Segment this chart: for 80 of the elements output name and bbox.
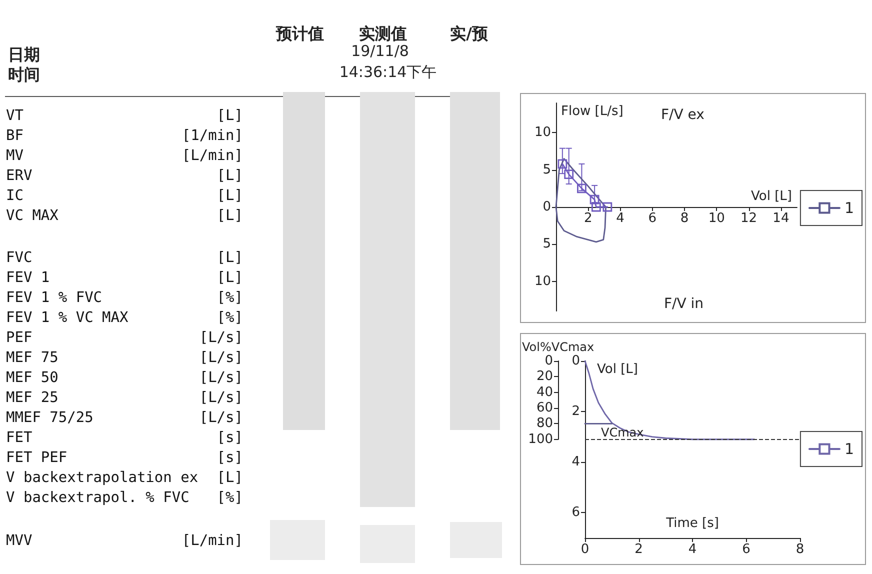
x-tick-label: 4 (616, 211, 624, 226)
y-tick-label: 2 (572, 404, 580, 420)
text: [L/s] (199, 409, 243, 428)
text: MVV (6, 532, 32, 551)
text: VT (6, 107, 24, 126)
legend-label: 1 (844, 199, 854, 217)
text: 预计值 (276, 24, 324, 44)
text: 时间 (8, 65, 40, 85)
text: [L/min] (182, 147, 243, 166)
text: VC MAX (6, 207, 58, 226)
text: FET (6, 429, 32, 448)
text: MEF 50 (6, 369, 58, 388)
text: [L/s] (199, 389, 243, 408)
text: [s] (216, 429, 243, 448)
y-tick-label: 5 (542, 236, 551, 252)
y-tick-label: 10 (534, 274, 551, 289)
x-tick-label: 12 (740, 211, 758, 226)
text: FVC (6, 249, 32, 268)
y2-axis-title: Vol%VCmax (522, 340, 594, 354)
x-tick-label: 6 (742, 542, 750, 557)
text: 实测值 (359, 24, 407, 44)
annotation: F/V in (664, 296, 704, 312)
text: [1/min] (182, 127, 243, 146)
y-tick-label: 6 (572, 505, 580, 520)
x-axis-title: Time [s] (665, 516, 719, 531)
text: V backextrapolation ex (6, 469, 198, 488)
text: [L] (216, 469, 243, 488)
y2-tick-label: 100 (528, 432, 553, 447)
text: 19/11/8 (351, 42, 409, 61)
text: [L/s] (199, 369, 243, 388)
text: ERV (6, 167, 32, 186)
text: [%] (216, 489, 243, 508)
text: FEV 1 (6, 269, 50, 288)
text: [s] (216, 449, 243, 468)
text: FEV 1 % FVC (6, 289, 102, 308)
y-axis-title: Vol [L] (597, 362, 638, 377)
y-tick-label: 4 (572, 454, 580, 470)
y2-tick-label: 20 (536, 369, 553, 384)
text: MEF 75 (6, 349, 58, 368)
text: [%] (216, 309, 243, 328)
y-tick-label: 10 (534, 125, 551, 140)
text: MMEF 75/25 (6, 409, 94, 428)
annotation: F/V ex (661, 107, 704, 123)
text: BF (6, 127, 24, 146)
y2-tick-label: 60 (536, 400, 553, 416)
x-tick-label: 8 (680, 211, 689, 226)
text: PEF (6, 329, 32, 348)
text: [L/s] (199, 329, 243, 348)
text: MEF 25 (6, 389, 58, 408)
y2-tick-label: 80 (536, 416, 553, 432)
x-tick-label: 4 (688, 542, 697, 557)
text: [L] (216, 187, 243, 206)
text: V backextrapol. % FVC (6, 489, 190, 508)
text: [L/s] (199, 349, 243, 368)
text: FET PEF (6, 449, 68, 468)
text: IC (6, 187, 24, 206)
y-axis-title: Flow [L/s] (561, 104, 624, 119)
x-tick-label: 8 (796, 542, 804, 557)
text: [L/min] (182, 532, 243, 551)
legend-label: 1 (844, 440, 854, 458)
x-axis-title: Vol [L] (751, 189, 792, 204)
text: [L] (216, 207, 243, 226)
text: FEV 1 % VC MAX (6, 309, 128, 328)
text: [%] (216, 289, 243, 308)
x-tick-label: 6 (648, 211, 657, 226)
text: 实/预 (450, 24, 488, 44)
text: [L] (216, 107, 243, 126)
y2-tick-label: 40 (536, 384, 553, 400)
text: [L] (216, 167, 243, 186)
x-tick-label: 10 (708, 211, 725, 226)
text: 日期 (8, 45, 40, 65)
x-tick-label: 14 (772, 211, 790, 226)
x-tick-label: 2 (634, 542, 643, 557)
y-tick-label: 0 (572, 354, 580, 368)
text: 14:36:14下午 (339, 62, 437, 82)
y-tick-label: 0 (542, 200, 551, 214)
text: MV (6, 147, 24, 166)
y-tick-label: 5 (542, 162, 551, 178)
text: [L] (216, 249, 243, 268)
text: [L] (216, 269, 243, 288)
